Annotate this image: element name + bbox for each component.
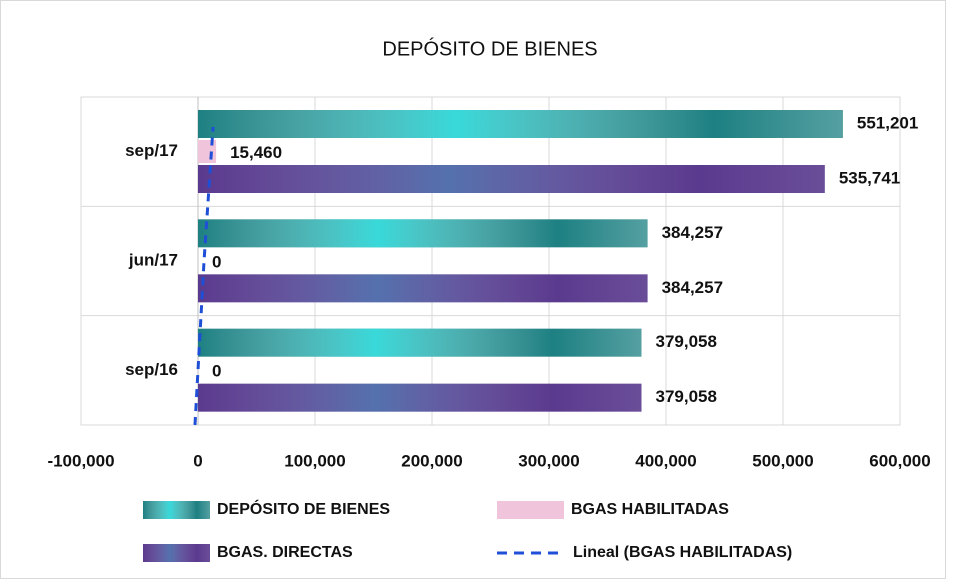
data-label: 551,201	[857, 113, 918, 132]
x-tick-label: 100,000	[284, 451, 345, 470]
x-tick-label: 600,000	[869, 451, 930, 470]
legend-label: BGAS. DIRECTAS	[217, 544, 353, 561]
x-tick-label: 400,000	[635, 451, 696, 470]
data-label: 379,058	[655, 332, 716, 351]
x-tick-label: -100,000	[47, 451, 114, 470]
data-label: 384,257	[662, 278, 723, 297]
legend-swatch	[497, 501, 564, 519]
x-tick-label: 300,000	[518, 451, 579, 470]
trendline	[193, 126, 215, 426]
bar-sheen	[198, 328, 642, 357]
y-tick-label: sep/17	[125, 141, 178, 160]
legend-sheen	[143, 501, 210, 519]
data-label: 15,460	[230, 143, 282, 162]
y-tick-label: jun/17	[128, 250, 178, 269]
bar-sheen	[198, 383, 642, 412]
chart-title: DEPÓSITO DE BIENES	[382, 37, 597, 60]
bar-sheen	[198, 274, 648, 303]
bar-sheen	[198, 165, 825, 193]
bar-sheen	[198, 110, 843, 138]
legend-label: DEPÓSITO DE BIENES	[217, 499, 390, 518]
legend-label: Lineal (BGAS HABILITADAS)	[573, 544, 792, 561]
data-label: 535,741	[839, 168, 900, 187]
data-label: 0	[212, 362, 221, 381]
legend-sheen	[143, 544, 210, 562]
y-tick-label: sep/16	[125, 360, 178, 379]
data-label: 0	[212, 252, 221, 271]
data-label: 384,257	[662, 223, 723, 242]
x-tick-label: 200,000	[401, 451, 462, 470]
bar-sheen	[198, 219, 648, 248]
data-label: 379,058	[655, 387, 716, 406]
legend-label: BGAS HABILITADAS	[571, 501, 729, 518]
x-tick-label: 500,000	[752, 451, 813, 470]
x-tick-label: 0	[193, 451, 202, 470]
